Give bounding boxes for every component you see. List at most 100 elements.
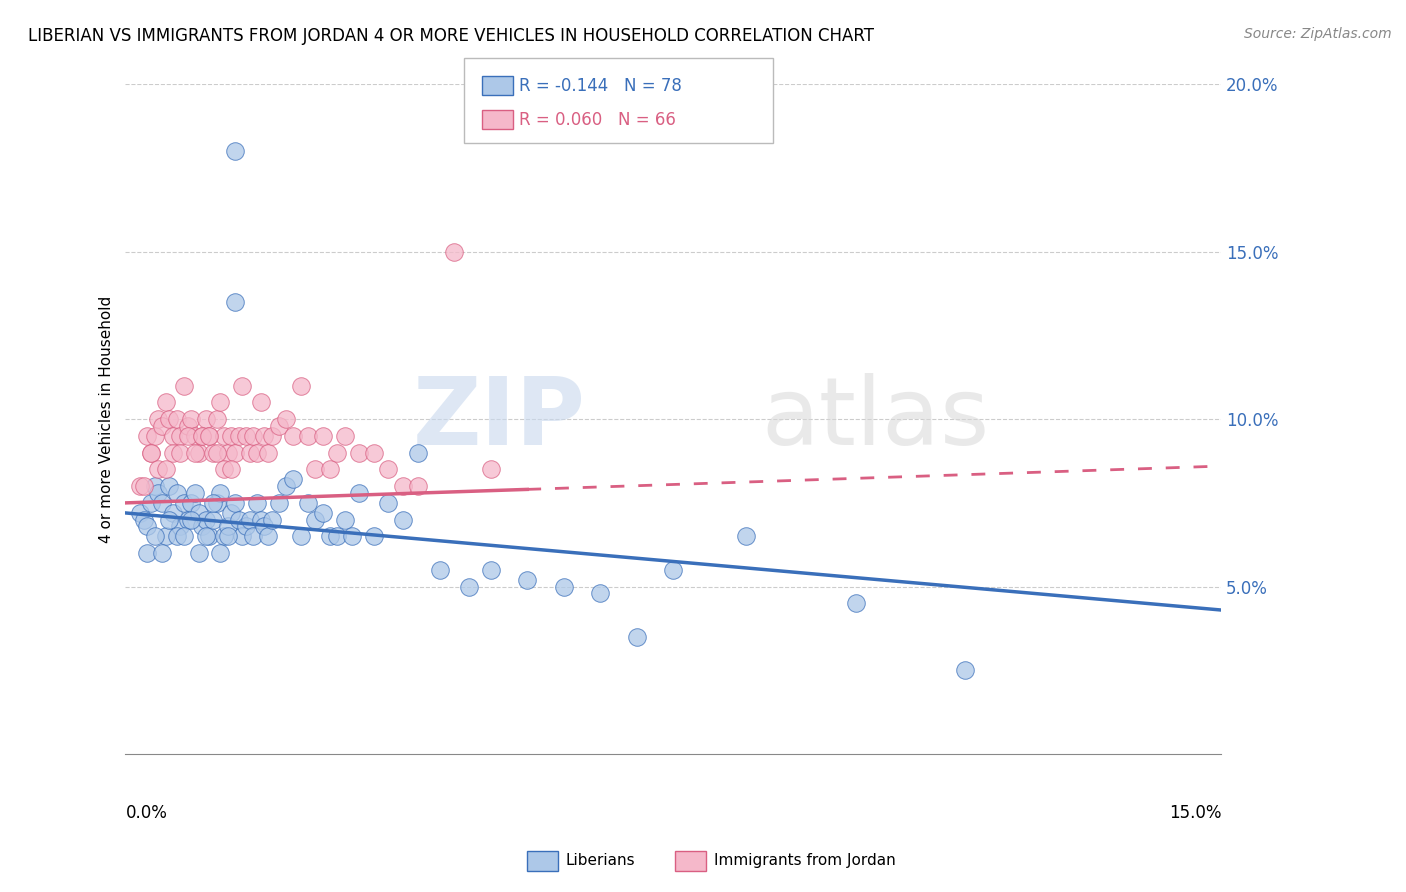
Point: [184, 429, 207, 443]
Point: [166, 529, 188, 543]
Point: [297, 496, 319, 510]
Point: [191, 429, 214, 443]
Point: [443, 244, 465, 259]
Point: [202, 513, 225, 527]
Point: [283, 429, 305, 443]
Point: [136, 429, 159, 443]
Text: 15.0%: 15.0%: [1168, 805, 1222, 822]
Point: [845, 596, 868, 610]
Point: [150, 496, 173, 510]
Point: [150, 546, 173, 560]
Point: [169, 445, 191, 459]
Point: [173, 529, 195, 543]
Point: [221, 506, 243, 520]
Point: [162, 506, 184, 520]
Point: [176, 429, 198, 443]
Point: [169, 429, 191, 443]
Point: [139, 445, 162, 459]
Point: [326, 529, 349, 543]
Point: [224, 496, 246, 510]
Point: [347, 445, 370, 459]
Point: [198, 429, 221, 443]
Point: [662, 563, 685, 577]
Point: [155, 529, 177, 543]
Point: [194, 513, 217, 527]
Point: [363, 445, 385, 459]
Point: [224, 295, 246, 310]
Point: [217, 445, 239, 459]
Point: [187, 506, 209, 520]
Text: Source: ZipAtlas.com: Source: ZipAtlas.com: [1244, 27, 1392, 41]
Text: Liberians: Liberians: [565, 854, 636, 868]
Point: [228, 513, 250, 527]
Text: Immigrants from Jordan: Immigrants from Jordan: [714, 854, 896, 868]
Y-axis label: 4 or more Vehicles in Household: 4 or more Vehicles in Household: [100, 295, 114, 543]
Point: [340, 529, 363, 543]
Point: [169, 519, 191, 533]
Point: [148, 486, 170, 500]
Point: [231, 378, 253, 392]
Point: [157, 513, 180, 527]
Text: LIBERIAN VS IMMIGRANTS FROM JORDAN 4 OR MORE VEHICLES IN HOUSEHOLD CORRELATION C: LIBERIAN VS IMMIGRANTS FROM JORDAN 4 OR …: [28, 27, 875, 45]
Point: [235, 429, 257, 443]
Point: [209, 395, 232, 409]
Text: R = 0.060   N = 66: R = 0.060 N = 66: [519, 111, 676, 128]
Point: [242, 529, 264, 543]
Point: [212, 462, 235, 476]
Point: [209, 486, 232, 500]
Point: [326, 445, 349, 459]
Point: [176, 513, 198, 527]
Point: [290, 378, 312, 392]
Point: [143, 479, 166, 493]
Point: [249, 513, 271, 527]
Point: [246, 445, 269, 459]
Point: [184, 486, 207, 500]
Text: 0.0%: 0.0%: [125, 805, 167, 822]
Point: [191, 519, 214, 533]
Text: R = -0.144   N = 78: R = -0.144 N = 78: [519, 77, 682, 95]
Point: [319, 462, 342, 476]
Point: [194, 529, 217, 543]
Point: [205, 445, 228, 459]
Point: [589, 586, 612, 600]
Point: [239, 445, 262, 459]
Point: [191, 429, 214, 443]
Point: [406, 445, 429, 459]
Point: [479, 563, 502, 577]
Point: [392, 513, 415, 527]
Point: [304, 462, 326, 476]
Point: [180, 412, 202, 426]
Point: [479, 462, 502, 476]
Point: [257, 445, 280, 459]
Point: [162, 445, 184, 459]
Point: [304, 513, 326, 527]
Point: [129, 506, 152, 520]
Point: [157, 479, 180, 493]
Point: [267, 418, 290, 433]
Point: [516, 573, 538, 587]
Point: [333, 513, 356, 527]
Point: [290, 529, 312, 543]
Point: [148, 412, 170, 426]
Point: [148, 462, 170, 476]
Point: [143, 529, 166, 543]
Point: [363, 529, 385, 543]
Point: [249, 395, 271, 409]
Point: [429, 563, 451, 577]
Point: [333, 429, 356, 443]
Point: [224, 145, 246, 159]
Point: [392, 479, 415, 493]
Point: [173, 496, 195, 510]
Point: [297, 429, 319, 443]
Point: [312, 506, 335, 520]
Point: [205, 496, 228, 510]
Point: [132, 479, 155, 493]
Point: [212, 429, 235, 443]
Point: [150, 418, 173, 433]
Point: [198, 429, 221, 443]
Point: [257, 529, 280, 543]
Point: [217, 519, 239, 533]
Point: [235, 519, 257, 533]
Point: [221, 462, 243, 476]
Point: [260, 513, 283, 527]
